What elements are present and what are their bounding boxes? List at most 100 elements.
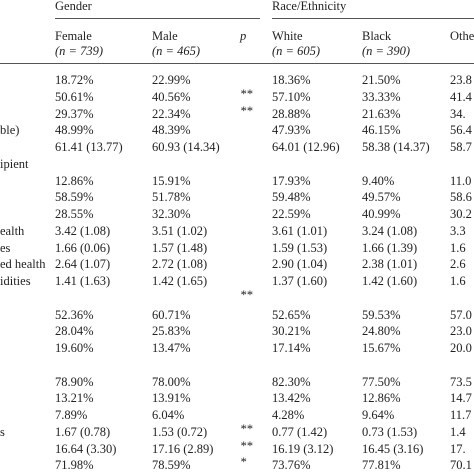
- p-value: **: [240, 86, 253, 101]
- column-header: Othe: [450, 29, 474, 43]
- cell: 58.7: [450, 140, 472, 154]
- row-label: s: [0, 424, 5, 439]
- cell: 13.47%: [152, 341, 191, 355]
- column-header: Female: [55, 29, 92, 43]
- cell: 82.30%: [272, 374, 311, 389]
- cell: 32.30%: [152, 207, 191, 221]
- cell: 22.99%: [152, 73, 191, 87]
- column-header: White: [272, 29, 303, 43]
- cell: 64.01 (12.96): [272, 140, 340, 154]
- cell: 60.71%: [152, 307, 191, 322]
- cell: 28.55%: [55, 207, 94, 221]
- row-label: idities: [0, 274, 31, 288]
- cell: 29.37%: [55, 106, 94, 121]
- cell: 18.36%: [272, 73, 311, 87]
- column-header: Black: [362, 29, 392, 43]
- cell: 3.51 (1.02): [152, 223, 208, 238]
- cell: 33.33%: [362, 89, 401, 104]
- cell: 30.21%: [272, 324, 311, 339]
- group-rule: [55, 18, 260, 19]
- cell: 49.57%: [362, 190, 401, 205]
- cell: 73.5: [450, 374, 472, 389]
- cell: 23.8: [450, 73, 472, 87]
- cell: 16.45 (3.16): [362, 441, 424, 456]
- cell: 30.2: [450, 207, 472, 221]
- cell: 22.59%: [272, 207, 311, 221]
- cell: 28.04%: [55, 324, 94, 339]
- cell: 0.73 (1.53): [362, 424, 418, 439]
- cell: 12.86%: [55, 173, 94, 188]
- cell: 3.61 (1.01): [272, 223, 328, 238]
- p-value: *: [240, 455, 247, 470]
- cell: 58.6: [450, 190, 472, 205]
- cell: 71.98%: [55, 458, 94, 473]
- cell: 1.42 (1.60): [362, 274, 418, 288]
- cell: 52.36%: [55, 307, 94, 322]
- cell: 34.: [450, 106, 466, 121]
- cell: 73.76%: [272, 458, 311, 473]
- group-header: Gender: [55, 0, 92, 13]
- cell: 1.6: [450, 274, 466, 288]
- cell: 3.3: [450, 223, 466, 238]
- group-header: Race/Ethnicity: [272, 0, 347, 13]
- cell: 40.56%: [152, 89, 191, 104]
- column-n: (n = 739): [55, 44, 104, 58]
- cell: 17.93%: [272, 173, 311, 188]
- header-rule: [0, 63, 474, 64]
- column-n: (n = 465): [152, 44, 201, 58]
- cell: 13.91%: [152, 391, 191, 406]
- cell: 19.60%: [55, 341, 94, 355]
- cell: 2.38 (1.01): [362, 257, 418, 272]
- cell: 3.24 (1.08): [362, 223, 418, 238]
- column-n: (n = 605): [272, 44, 321, 58]
- cell: 46.15%: [362, 123, 401, 138]
- cell: 70.1: [450, 458, 472, 473]
- cell: 1.53 (0.72): [152, 424, 208, 439]
- row-label: es: [0, 240, 11, 255]
- cell: 15.91%: [152, 173, 191, 188]
- cell: 17.16 (2.89): [152, 441, 214, 456]
- cell: 7.89%: [55, 408, 88, 422]
- cell: 6.04%: [152, 408, 185, 422]
- cell: 58.59%: [55, 190, 94, 205]
- column-header: p: [240, 29, 247, 43]
- cell: 16.19 (3.12): [272, 441, 334, 456]
- cell: 15.67%: [362, 341, 401, 355]
- cell: 18.72%: [55, 73, 94, 87]
- cell: 2.72 (1.08): [152, 257, 208, 272]
- cell: 1.66 (1.39): [362, 240, 418, 255]
- cell: 9.40%: [362, 173, 395, 188]
- cell: 11.7: [450, 408, 472, 422]
- cell: 1.6: [450, 240, 466, 255]
- cell: 57.10%: [272, 89, 311, 104]
- cell: 59.48%: [272, 190, 311, 205]
- p-value: **: [240, 421, 253, 436]
- cell: 25.83%: [152, 324, 191, 339]
- cell: 3.42 (1.08): [55, 223, 111, 238]
- cell: 51.78%: [152, 190, 191, 205]
- cell: 0.77 (1.42): [272, 424, 328, 439]
- cell: 1.4: [450, 424, 466, 439]
- group-rule: [272, 18, 474, 19]
- p-value: **: [240, 438, 253, 453]
- cell: 9.64%: [362, 408, 395, 422]
- cell: 48.39%: [152, 123, 191, 138]
- cell: 1.67 (0.78): [55, 424, 111, 439]
- cell: 2.6: [450, 257, 466, 272]
- cell: 24.80%: [362, 324, 401, 339]
- cell: 16.64 (3.30): [55, 441, 117, 456]
- cell: 17.: [450, 441, 466, 456]
- row-label: ealth: [0, 223, 25, 238]
- cell: 13.21%: [55, 391, 94, 406]
- cell: 60.93 (14.34): [152, 140, 220, 154]
- cell: 21.50%: [362, 73, 401, 87]
- cell: 21.63%: [362, 106, 401, 121]
- cell: 13.42%: [272, 391, 311, 406]
- cell: 1.41 (1.63): [55, 274, 111, 288]
- cell: 58.38 (14.37): [362, 140, 430, 154]
- cell: 1.57 (1.48): [152, 240, 208, 255]
- cell: 4.28%: [272, 408, 305, 422]
- cell: 47.93%: [272, 123, 311, 138]
- cell: 2.64 (1.07): [55, 257, 111, 272]
